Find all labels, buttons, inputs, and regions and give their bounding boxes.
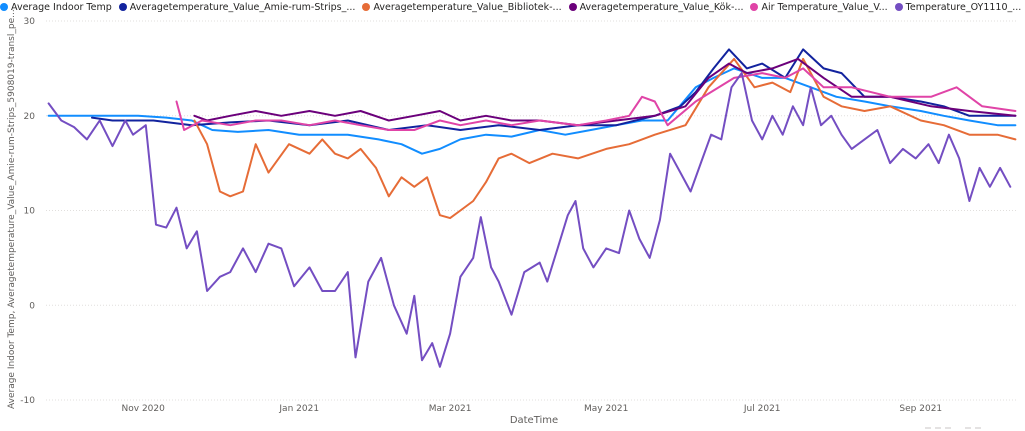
legend-label: Averagetemperature_Value_Kök-... bbox=[579, 2, 744, 13]
chart-legend: Average Indoor Temp Averagetemperature_Va… bbox=[0, 0, 1025, 16]
y-axis-label: Average Indoor Temp, Averagetemperature_… bbox=[7, 9, 17, 409]
y-tick-label: 0 bbox=[29, 301, 35, 311]
x-tick-label: Mar 2021 bbox=[429, 404, 472, 414]
legend-item-2[interactable]: Averagetemperature_Value_Amie-rum-Strips… bbox=[118, 0, 356, 15]
legend-marker bbox=[362, 3, 371, 11]
legend-marker bbox=[568, 3, 577, 11]
series-line-2 bbox=[91, 48, 1017, 131]
x-tick-label: May 2021 bbox=[584, 404, 628, 414]
series-lines bbox=[47, 48, 1017, 368]
legend-item-1[interactable]: Average Indoor Temp bbox=[0, 0, 112, 15]
legend-label: Air Temperature_Value_V... bbox=[761, 2, 888, 13]
y-axis-ticks: 30 20 10 0 -10 bbox=[20, 17, 35, 406]
x-axis-ticks: Nov 2020 Jan 2021 Mar 2021 May 2021 Jul 2021… bbox=[122, 404, 943, 414]
legend-label: Averagetemperature_Value_Amie-rum-Strips… bbox=[129, 2, 356, 13]
x-tick-label: Sep 2021 bbox=[899, 404, 942, 414]
legend-marker bbox=[750, 3, 759, 11]
legend-label: Averagetemperature_Value_Bibliotek-... bbox=[373, 2, 562, 13]
legend-item-5[interactable]: Air Temperature_Value_V... bbox=[750, 0, 888, 15]
series-line-5 bbox=[175, 67, 1017, 131]
x-tick-label: Nov 2020 bbox=[122, 404, 166, 414]
x-axis-label: DateTime bbox=[509, 415, 559, 426]
page-corner-marks bbox=[925, 427, 981, 429]
legend-item-4[interactable]: Averagetemperature_Value_Kök-... bbox=[568, 0, 744, 15]
gridlines bbox=[46, 20, 1018, 401]
legend-label: Temperature_OY1110_... bbox=[905, 2, 1022, 13]
legend-item-3[interactable]: Averagetemperature_Value_Bibliotek-... bbox=[362, 0, 562, 15]
legend-marker bbox=[0, 3, 8, 11]
legend-marker bbox=[118, 3, 127, 11]
x-tick-label: Jul 2021 bbox=[743, 404, 781, 414]
series-line-1 bbox=[47, 67, 1017, 155]
series-line-6 bbox=[47, 72, 1012, 368]
legend-item-6[interactable]: Temperature_OY1110_... bbox=[894, 0, 1022, 15]
legend-marker bbox=[894, 3, 903, 11]
y-tick-label: 30 bbox=[24, 17, 36, 27]
series-line-3 bbox=[193, 57, 1017, 220]
x-tick-label: Jan 2021 bbox=[278, 404, 319, 414]
y-tick-label: 20 bbox=[24, 112, 36, 122]
y-tick-label: -10 bbox=[20, 396, 35, 406]
legend-label: Average Indoor Temp bbox=[11, 2, 112, 13]
y-tick-label: 10 bbox=[24, 207, 36, 217]
